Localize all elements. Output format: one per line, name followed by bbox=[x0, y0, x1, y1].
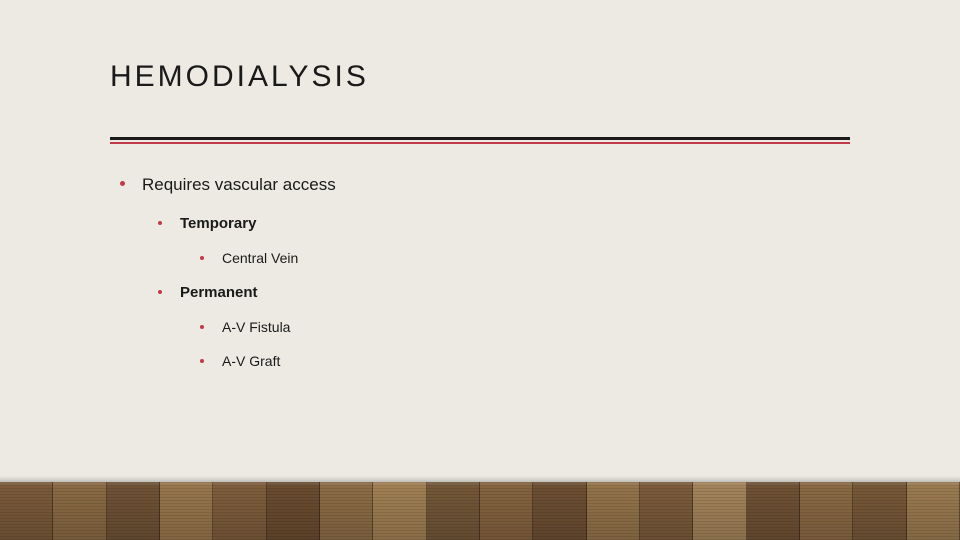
bullet-icon bbox=[158, 290, 162, 294]
bullet-icon bbox=[120, 181, 125, 186]
bullet-icon bbox=[200, 359, 204, 363]
wood-floor bbox=[0, 482, 960, 540]
bullet-icon bbox=[200, 325, 204, 329]
floor-plank bbox=[373, 482, 426, 540]
floor-plank bbox=[640, 482, 693, 540]
bullet-icon bbox=[158, 221, 162, 225]
bullet-icon bbox=[200, 256, 204, 260]
floor-plank bbox=[907, 482, 960, 540]
floor-plank bbox=[693, 482, 746, 540]
floor-plank bbox=[480, 482, 533, 540]
floor-plank bbox=[533, 482, 586, 540]
bullet-lvl2: Temporary bbox=[158, 215, 840, 232]
title-rule-black bbox=[110, 137, 850, 140]
bullet-lvl2: Permanent bbox=[158, 284, 840, 301]
floor-plank bbox=[427, 482, 480, 540]
bullet-text: Temporary bbox=[180, 215, 256, 232]
floor-plank bbox=[587, 482, 640, 540]
floor-plank bbox=[107, 482, 160, 540]
floor-plank bbox=[853, 482, 906, 540]
slide-title: HEMODIALYSIS bbox=[110, 60, 369, 94]
floor-plank bbox=[53, 482, 106, 540]
floor-plank bbox=[0, 482, 53, 540]
floor-plank bbox=[213, 482, 266, 540]
slide: HEMODIALYSIS Requires vascular access Te… bbox=[0, 0, 960, 540]
bullet-text: A-V Fistula bbox=[222, 319, 290, 335]
bullet-text: Central Vein bbox=[222, 250, 298, 266]
floor-plank bbox=[747, 482, 800, 540]
bullet-text: Permanent bbox=[180, 284, 258, 301]
bullet-lvl3: Central Vein bbox=[200, 250, 840, 266]
bullet-lvl3: A-V Graft bbox=[200, 353, 840, 369]
floor-plank bbox=[160, 482, 213, 540]
bullet-lvl1: Requires vascular access bbox=[120, 175, 840, 195]
slide-content: Requires vascular access Temporary Centr… bbox=[120, 175, 840, 387]
floor-plank bbox=[800, 482, 853, 540]
floor-plank bbox=[320, 482, 373, 540]
title-rule-red bbox=[110, 142, 850, 144]
floor-plank bbox=[267, 482, 320, 540]
bullet-lvl3: A-V Fistula bbox=[200, 319, 840, 335]
bullet-text: Requires vascular access bbox=[142, 175, 336, 194]
bullet-text: A-V Graft bbox=[222, 353, 280, 369]
